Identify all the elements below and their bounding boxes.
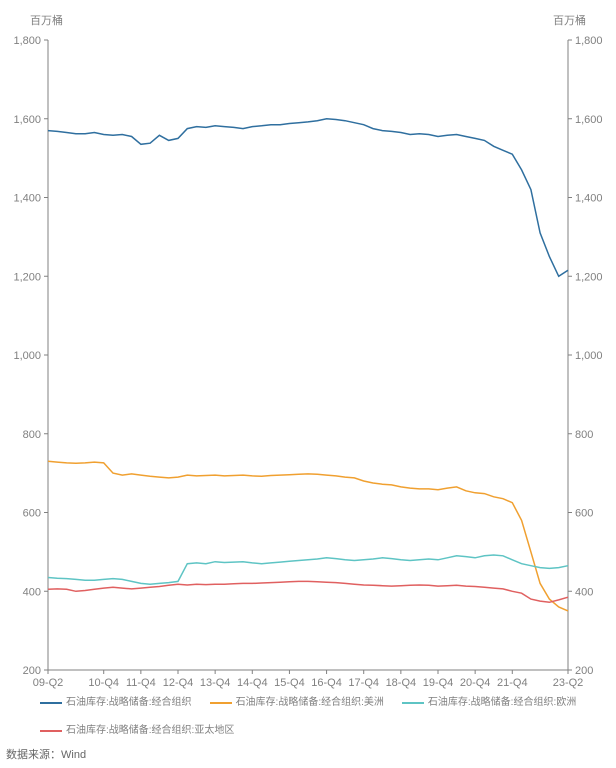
chart-container: 百万桶 百万桶 200 200 400 400 600 600 800 800 1,000 1,000… bbox=[0, 0, 616, 768]
legend-swatch bbox=[402, 702, 424, 704]
svg-text:1,600: 1,600 bbox=[13, 114, 41, 126]
legend-item: 石油库存:战略储备:经合组织:欧洲 bbox=[402, 695, 576, 711]
svg-text:12-Q4: 12-Q4 bbox=[163, 677, 194, 689]
svg-text:200: 200 bbox=[23, 665, 41, 677]
svg-text:1,200: 1,200 bbox=[13, 271, 41, 283]
legend-swatch bbox=[40, 730, 62, 732]
svg-text:400: 400 bbox=[575, 586, 593, 598]
svg-text:23-Q2: 23-Q2 bbox=[553, 677, 584, 689]
svg-text:09-Q2: 09-Q2 bbox=[33, 677, 64, 689]
svg-text:11-Q4: 11-Q4 bbox=[126, 677, 156, 689]
legend-item: 石油库存:战略储备:经合组织:美洲 bbox=[210, 695, 384, 711]
svg-text:10-Q4: 10-Q4 bbox=[88, 677, 119, 689]
legend-label: 石油库存:战略储备:经合组织:欧洲 bbox=[428, 695, 576, 711]
line-chart: 百万桶 百万桶 200 200 400 400 600 600 800 800 1,000 1,000… bbox=[0, 0, 616, 690]
svg-text:17-Q4: 17-Q4 bbox=[348, 677, 379, 689]
legend-label: 石油库存:战略储备:经合组织:亚太地区 bbox=[66, 723, 234, 739]
legend-item: 石油库存:战略储备:经合组织:亚太地区 bbox=[40, 723, 234, 739]
svg-text:13-Q4: 13-Q4 bbox=[200, 677, 231, 689]
svg-text:1,400: 1,400 bbox=[13, 193, 41, 205]
svg-text:21-Q4: 21-Q4 bbox=[497, 677, 528, 689]
svg-text:19-Q4: 19-Q4 bbox=[423, 677, 454, 689]
svg-text:1,000: 1,000 bbox=[575, 350, 603, 362]
svg-text:1,800: 1,800 bbox=[13, 35, 41, 47]
source-label: 数据来源：Wind bbox=[6, 746, 86, 762]
legend-label: 石油库存:战略储备:经合组织 bbox=[66, 695, 192, 711]
svg-text:1,200: 1,200 bbox=[575, 271, 603, 283]
svg-text:18-Q4: 18-Q4 bbox=[386, 677, 417, 689]
legend: 石油库存:战略储备:经合组织石油库存:战略储备:经合组织:美洲石油库存:战略储备… bbox=[40, 695, 616, 739]
svg-text:1,800: 1,800 bbox=[575, 35, 603, 47]
svg-text:百万桶: 百万桶 bbox=[553, 13, 586, 27]
svg-text:1,600: 1,600 bbox=[575, 114, 603, 126]
svg-text:百万桶: 百万桶 bbox=[30, 13, 63, 27]
svg-text:1,000: 1,000 bbox=[13, 350, 41, 362]
svg-text:200: 200 bbox=[575, 665, 593, 677]
legend-label: 石油库存:战略储备:经合组织:美洲 bbox=[236, 695, 384, 711]
svg-text:14-Q4: 14-Q4 bbox=[237, 677, 268, 689]
legend-swatch bbox=[40, 702, 62, 704]
svg-text:600: 600 bbox=[575, 508, 593, 520]
svg-text:20-Q4: 20-Q4 bbox=[460, 677, 491, 689]
svg-text:800: 800 bbox=[575, 429, 593, 441]
svg-text:600: 600 bbox=[23, 508, 41, 520]
svg-text:15-Q4: 15-Q4 bbox=[274, 677, 305, 689]
legend-item: 石油库存:战略储备:经合组织 bbox=[40, 695, 192, 711]
svg-text:800: 800 bbox=[23, 429, 41, 441]
legend-swatch bbox=[210, 702, 232, 704]
svg-text:1,400: 1,400 bbox=[575, 193, 603, 205]
svg-text:400: 400 bbox=[23, 586, 41, 598]
svg-text:16-Q4: 16-Q4 bbox=[311, 677, 342, 689]
